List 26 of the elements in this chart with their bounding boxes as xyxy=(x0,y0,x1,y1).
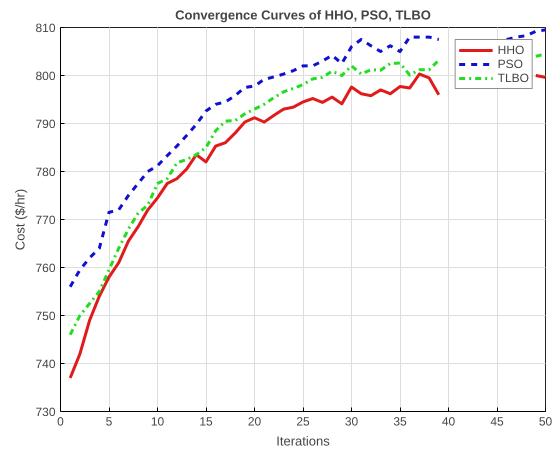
x-tick-label: 15 xyxy=(199,414,213,428)
y-axis-title: Cost ($/hr) xyxy=(12,188,28,250)
x-tick-label: 35 xyxy=(393,414,407,428)
y-tick-label: 740 xyxy=(35,357,56,371)
y-tick-label: 750 xyxy=(35,309,56,323)
x-tick-label: 10 xyxy=(150,414,164,428)
x-axis-title: Iterations xyxy=(276,434,330,448)
y-tick-label: 730 xyxy=(35,405,56,419)
x-tick-label: 45 xyxy=(490,414,504,428)
x-tick-label: 50 xyxy=(538,414,552,428)
legend-label: HHO xyxy=(498,43,524,57)
legend-label: PSO xyxy=(498,57,523,71)
legend-label: TLBO xyxy=(498,71,529,85)
y-tick-label: 780 xyxy=(35,165,56,179)
x-tick-label: 0 xyxy=(57,414,64,428)
x-tick-label: 30 xyxy=(344,414,358,428)
y-tick-label: 810 xyxy=(35,21,56,35)
x-tick-label: 40 xyxy=(442,414,456,428)
y-tick-label: 790 xyxy=(35,117,56,131)
y-tick-label: 800 xyxy=(35,69,56,83)
x-tick-label: 25 xyxy=(296,414,310,428)
chart-title: Convergence Curves of HHO, PSO, TLBO xyxy=(175,8,431,22)
x-tick-label: 5 xyxy=(106,414,113,428)
x-tick-label: 20 xyxy=(248,414,262,428)
y-tick-label: 770 xyxy=(35,213,56,227)
y-tick-label: 760 xyxy=(35,261,56,275)
